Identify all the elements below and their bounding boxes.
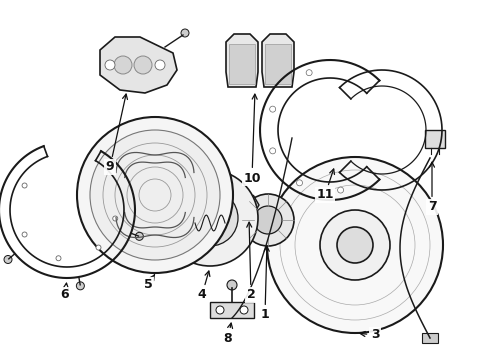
Circle shape [90,130,220,260]
Bar [425,130,445,148]
Text: 2: 2 [246,222,255,302]
Polygon shape [265,44,291,84]
Circle shape [207,175,213,181]
Circle shape [155,60,165,70]
Circle shape [216,306,224,314]
Bar [210,302,254,318]
Text: 5: 5 [144,275,154,292]
Circle shape [56,256,61,261]
Circle shape [270,106,276,112]
Bar [197,188,207,198]
Circle shape [240,306,248,314]
Bar [213,188,223,198]
Circle shape [182,190,238,246]
Circle shape [181,29,189,37]
Circle shape [320,210,390,280]
Bar [422,333,438,343]
Circle shape [96,245,101,250]
Circle shape [4,256,12,264]
Polygon shape [100,37,177,93]
Circle shape [337,227,373,263]
Polygon shape [262,34,294,87]
Circle shape [242,194,294,246]
Polygon shape [229,44,255,84]
Text: 1: 1 [261,246,270,321]
Circle shape [296,180,302,186]
Text: 11: 11 [316,169,335,202]
Circle shape [114,56,132,74]
Text: 8: 8 [224,323,233,345]
Text: 10: 10 [243,94,261,184]
Circle shape [198,206,222,230]
Circle shape [76,282,84,290]
Text: 6: 6 [61,283,69,302]
Circle shape [227,280,237,290]
Circle shape [22,183,27,188]
Text: 3: 3 [360,328,379,342]
Text: 9: 9 [106,94,127,174]
Circle shape [77,117,233,273]
Circle shape [135,232,144,240]
Text: 4: 4 [197,271,210,302]
Circle shape [306,70,312,76]
Circle shape [22,232,27,237]
Circle shape [162,170,258,266]
Circle shape [105,60,115,70]
Circle shape [267,157,443,333]
Circle shape [338,187,343,193]
Circle shape [270,148,276,154]
Circle shape [113,216,118,221]
Circle shape [223,175,229,181]
Circle shape [134,56,152,74]
Text: 7: 7 [428,162,437,213]
Circle shape [254,206,282,234]
Polygon shape [226,34,258,87]
Circle shape [191,175,197,181]
